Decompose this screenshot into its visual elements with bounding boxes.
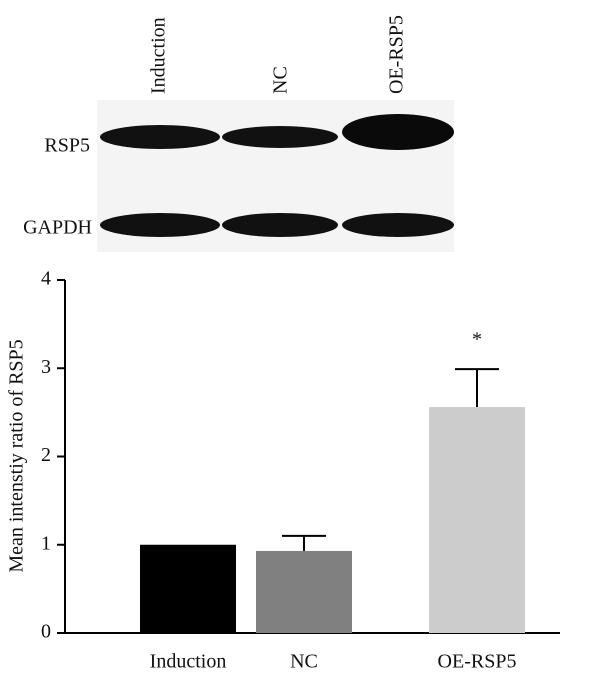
y-axis-label: Mean intenstiy ratio of RSP5 [6, 339, 28, 572]
band [342, 213, 454, 237]
lane-label: NC [270, 66, 292, 94]
lane-label: Induction [148, 17, 170, 94]
x-tick-label: NC [290, 651, 318, 673]
band [342, 114, 454, 150]
bar [140, 544, 236, 633]
bar [429, 407, 525, 633]
x-tick-label: Induction [150, 651, 227, 673]
band [100, 213, 220, 237]
y-tick-label: 1 [41, 532, 51, 554]
band [222, 126, 338, 148]
x-tick-label: OE-RSP5 [438, 651, 517, 673]
y-tick-label: 0 [41, 621, 51, 643]
row-label: GAPDH [23, 217, 92, 239]
bar [256, 550, 352, 633]
y-tick-label: 2 [41, 444, 51, 466]
y-tick-label: 4 [41, 268, 51, 290]
band [100, 125, 220, 149]
band [222, 213, 338, 237]
blot-bands [97, 100, 454, 252]
annotation: * [472, 329, 482, 351]
row-label: RSP5 [44, 135, 90, 157]
y-tick-label: 3 [41, 356, 51, 378]
lane-label: OE-RSP5 [386, 15, 408, 94]
